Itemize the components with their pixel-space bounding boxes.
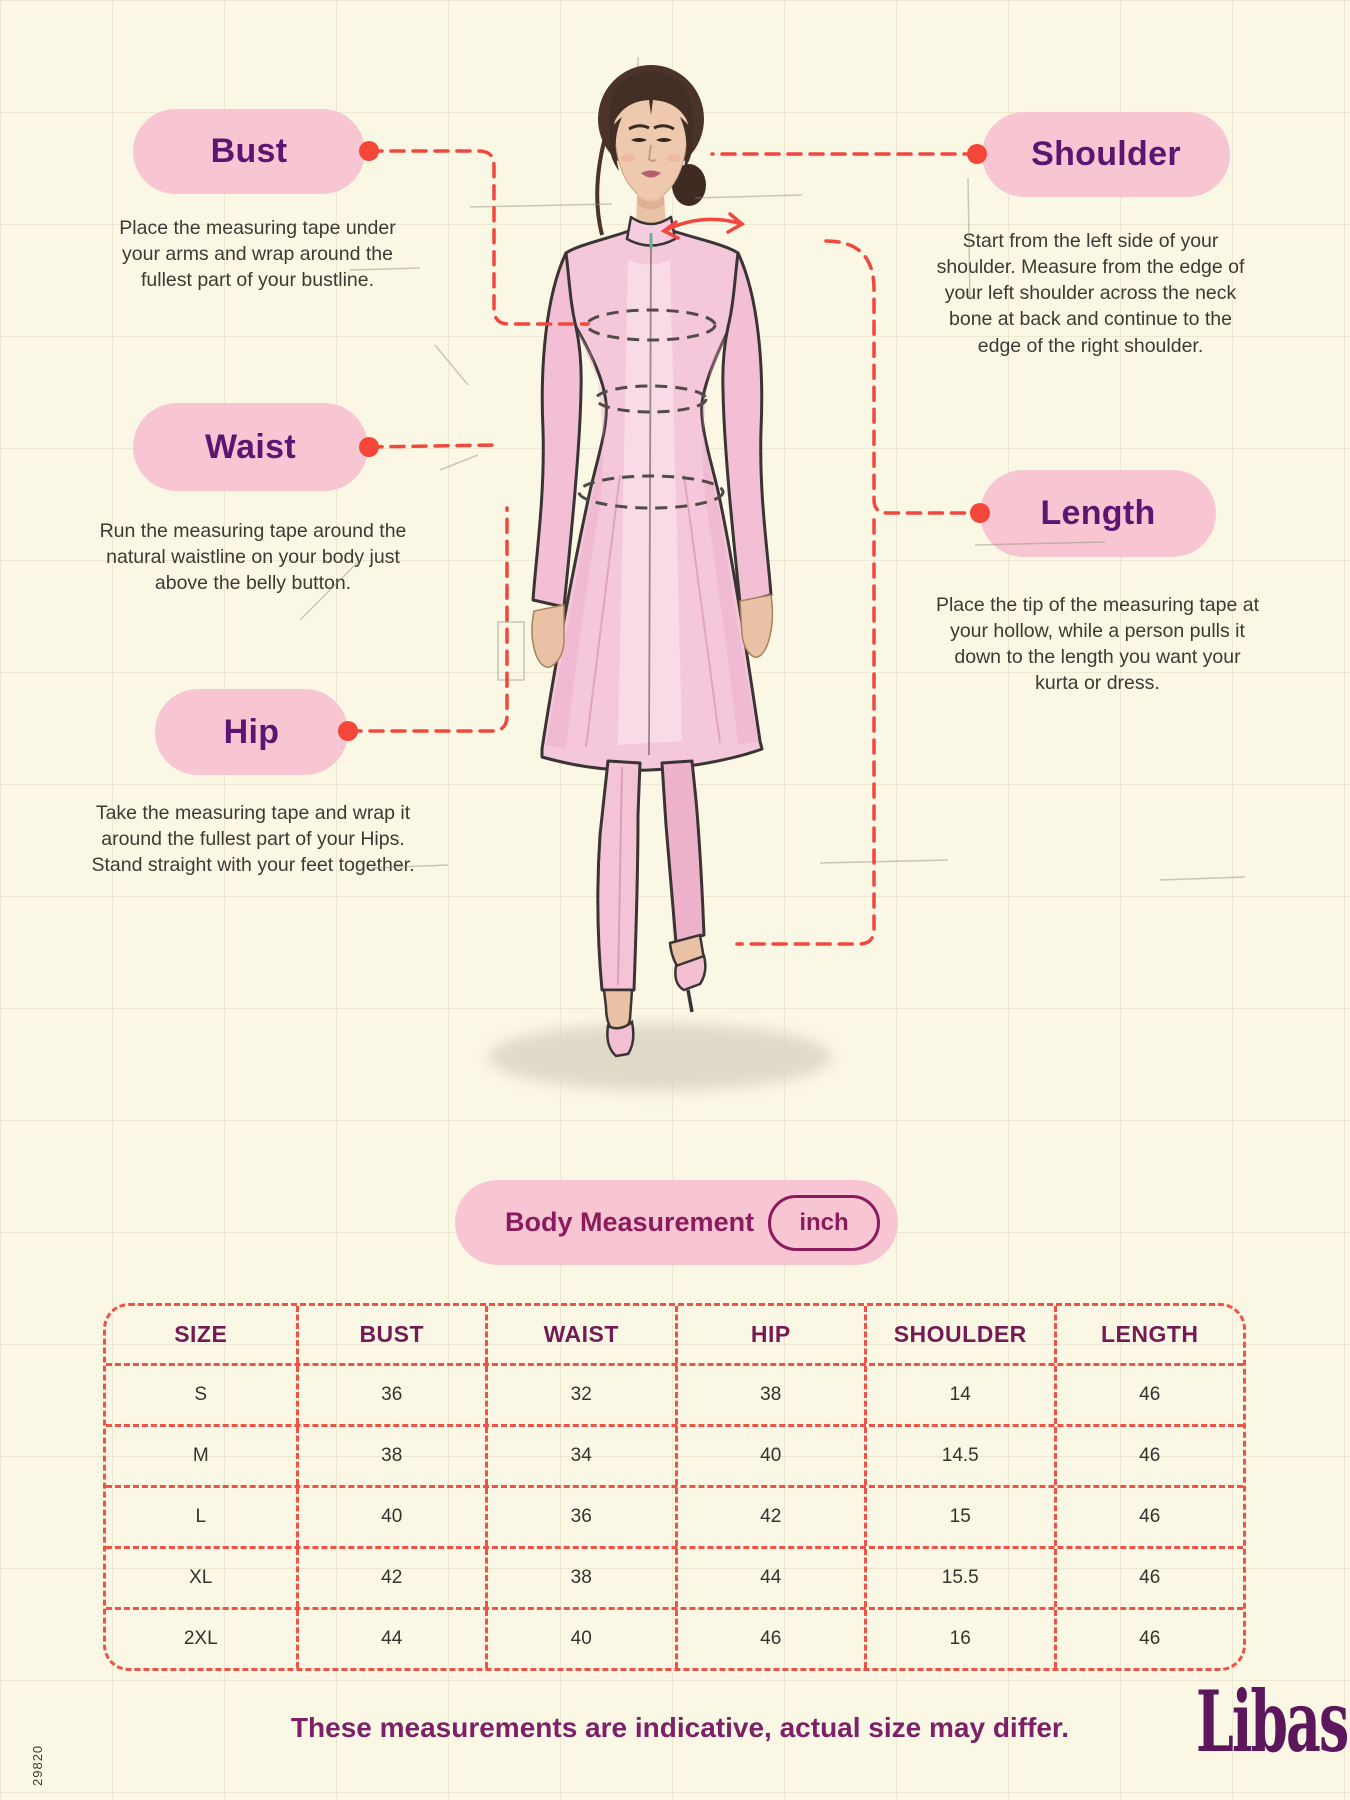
size-table-header-cell: SIZE — [174, 1321, 228, 1347]
shoulder-callout-pill: Shoulder — [982, 112, 1230, 197]
size-table-cell: 38 — [674, 1366, 865, 1424]
hip-description: Take the measuring tape and wrap it arou… — [91, 802, 415, 877]
length-description: Place the tip of the measuring tape at y… — [935, 594, 1260, 695]
shoulder-description: Start from the left side of your shoulde… — [936, 230, 1245, 357]
waist-callout-pill: Waist — [133, 403, 368, 491]
size-table-cell: 15.5 — [864, 1549, 1054, 1607]
size-table-header-cell: HIP — [674, 1306, 865, 1363]
size-table-cell: 44 — [674, 1549, 865, 1607]
bust-description: Place the measuring tape under your arms… — [119, 217, 396, 292]
size-table-cell: 46 — [674, 1610, 865, 1668]
size-table: SIZE BUST WAIST HIP SHOULDER LENGTH S 36 32 38 14… — [103, 1303, 1246, 1671]
size-table-cell: 46 — [1053, 1488, 1244, 1546]
size-table-cell: 42 — [295, 1549, 486, 1607]
hip-callout-pill: Hip — [155, 689, 348, 775]
size-table-cell: 15 — [864, 1488, 1054, 1546]
brand-logo: Libas — [1196, 1672, 1349, 1771]
size-table-cell: 38 — [485, 1549, 675, 1607]
size-table-row: M 38 34 40 14.5 46 — [106, 1424, 1243, 1485]
hip-label: Hip — [223, 712, 280, 751]
waist-leader-line — [367, 443, 499, 449]
hip-measure-line — [577, 474, 725, 510]
sku-code: 29820 — [30, 1744, 45, 1786]
size-table-cell: 36 — [295, 1366, 486, 1424]
size-table-row: 2XL 44 40 46 16 46 — [106, 1607, 1243, 1668]
fashion-figure-illustration — [488, 57, 832, 1091]
size-table-cell: 14.5 — [864, 1427, 1054, 1485]
floor-shadow — [488, 1023, 832, 1091]
banner-title: Body Measurement — [505, 1207, 755, 1237]
size-table-cell: M — [192, 1445, 209, 1466]
size-table-header-row: SIZE BUST WAIST HIP SHOULDER LENGTH — [106, 1306, 1243, 1363]
length-callout-pill: Length — [980, 470, 1216, 557]
size-table-row: S 36 32 38 14 46 — [106, 1363, 1243, 1424]
size-table-cell: 14 — [864, 1366, 1054, 1424]
size-table-cell: 16 — [864, 1610, 1054, 1668]
size-table-cell: 46 — [1053, 1549, 1244, 1607]
size-table-header-cell: BUST — [295, 1306, 486, 1363]
size-table-cell: 40 — [674, 1427, 865, 1485]
waist-measure-line — [594, 384, 708, 414]
size-table-row: XL 42 38 44 15.5 46 — [106, 1546, 1243, 1607]
size-table-cell: 40 — [295, 1488, 486, 1546]
size-table-cell: 2XL — [183, 1628, 218, 1649]
bust-measure-line — [585, 308, 717, 342]
unit-chip-inch[interactable]: inch — [768, 1194, 880, 1251]
size-table-header-cell: WAIST — [485, 1306, 675, 1363]
length-label: Length — [1040, 494, 1156, 532]
bust-label: Bust — [210, 132, 288, 170]
size-table-body: S 36 32 38 14 46 M 38 34 40 14.5 46 L 40 36 42 15 46 XL 42 3… — [106, 1363, 1243, 1668]
size-table-cell: L — [195, 1506, 207, 1527]
size-table-cell: 38 — [295, 1427, 486, 1485]
size-table-row: L 40 36 42 15 46 — [106, 1485, 1243, 1546]
length-leader-bottom — [735, 518, 876, 946]
size-table-cell: 46 — [1053, 1427, 1244, 1485]
size-table-cell: S — [194, 1384, 208, 1405]
size-table-cell: 46 — [1053, 1610, 1244, 1668]
bust-callout-pill: Bust — [133, 109, 365, 194]
size-table-cell: 42 — [674, 1488, 865, 1546]
waist-label: Waist — [205, 427, 296, 466]
footer-note: These measurements are indicative, actua… — [290, 1712, 1070, 1743]
size-table-cell: 34 — [485, 1427, 675, 1485]
body-measurement-banner: Body Measurement inch — [455, 1180, 898, 1265]
size-table-cell: XL — [189, 1567, 213, 1588]
size-table-cell: 40 — [485, 1610, 675, 1668]
waist-description: Run the measuring tape around the natura… — [99, 520, 407, 595]
size-table-header-cell: SHOULDER — [864, 1306, 1054, 1363]
size-table-cell: 32 — [485, 1366, 675, 1424]
size-table-cell: 36 — [485, 1488, 675, 1546]
size-table-header-cell: LENGTH — [1053, 1306, 1244, 1363]
size-table-cell: 44 — [295, 1610, 486, 1668]
shoulder-label: Shoulder — [1031, 135, 1181, 173]
size-table-cell: 46 — [1053, 1366, 1244, 1424]
shoulder-arrow-icon — [660, 212, 746, 240]
